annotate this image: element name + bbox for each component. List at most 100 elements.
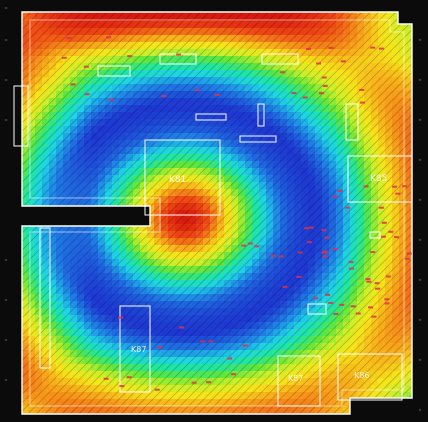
pad-mark [339,303,345,306]
pad-mark [378,206,384,209]
pad-mark [322,84,328,87]
mid-ic-b [239,135,277,143]
pad-mark [61,56,67,59]
pad-mark [176,53,182,56]
mid-bottom-ic [307,303,327,315]
pad-marks [61,36,412,391]
pad-mark [368,306,374,309]
label-k87: K87 [131,345,146,354]
board-inner-outline [29,19,405,407]
label-k86: K86 [354,371,369,380]
pad-mark [328,46,334,49]
k86-footprint [337,353,403,401]
k85-footprint [347,155,413,203]
left-strip [39,227,51,369]
pad-mark [371,315,377,318]
pad-mark [103,377,109,380]
pad-mark [333,312,339,315]
pad-mark [363,185,369,188]
pad-mark [302,96,308,99]
pad-mark [325,293,331,296]
small-ic [369,231,381,239]
pad-mark [208,340,214,343]
pad-mark [242,344,248,347]
left-strip2 [13,85,29,147]
pad-mark [332,195,338,198]
pad-mark [66,37,72,40]
pad-mark [348,267,354,270]
mid-ic-c [257,103,265,127]
pad-mark [322,255,328,258]
pad-mark [83,65,89,68]
top-right-ic [261,53,299,65]
pad-mark [381,221,387,224]
pad-mark [84,93,90,96]
pad-mark [365,278,371,281]
pad-mark [321,229,327,232]
label-k81: K81 [169,175,186,185]
pad-mark [355,312,361,315]
pad-mark [375,287,381,290]
pad-mark [214,93,220,96]
pad-mark [392,185,398,188]
board-outline [21,11,413,415]
corner-rivets [4,6,422,412]
pad-mark [106,36,111,39]
pad-mark [280,71,286,74]
pad-mark [321,76,327,79]
pad-mark [384,298,390,301]
pad-mark [278,255,284,258]
pad-mark [227,357,233,360]
pad-mark [296,275,302,278]
pad-mark [350,305,356,308]
pad-mark [194,89,200,92]
pad-mark [241,244,247,247]
pad-mark [370,46,376,49]
pad-mark [324,236,330,239]
pad-mark [394,236,399,239]
pad-mark [395,192,401,195]
pad-mark [270,254,276,257]
pad-mark [304,227,310,230]
pad-mark [316,62,322,65]
pad-mark [374,282,380,285]
pad-mark [328,301,334,304]
pad-mark [359,101,365,104]
pad-mark [306,241,312,244]
k87-footprint [119,305,151,393]
pad-mark [191,381,197,384]
pad-mark [366,280,372,283]
label-k85: K85 [370,174,387,184]
top-left-ic [97,65,131,77]
pad-mark [384,302,390,305]
pad-mark [359,88,365,91]
pad-mark [118,316,124,319]
pad-mark [282,285,288,288]
component-labels: K81 K85 K87 K87 K86 [131,174,387,383]
pad-mark [378,47,384,50]
pad-mark [306,48,311,50]
pad-mark [247,242,253,245]
pad-mark [345,206,351,209]
pad-mark [297,251,303,254]
pad-mark [291,92,297,95]
pad-mark [348,261,354,264]
pad-mark [332,248,338,250]
pad-mark [319,92,324,95]
pad-mark [200,340,206,343]
pad-mark [157,346,163,349]
pad-mark [308,226,314,229]
pad-mark [254,245,260,248]
pad-mark [340,60,346,63]
pad-mark [126,376,132,379]
k87b-footprint [277,355,321,407]
pad-mark [179,326,185,329]
right-ic [345,103,359,141]
pad-mark [406,252,412,255]
pad-mark [127,55,133,58]
pad-mark [108,98,114,101]
label-k87b: K87 [288,374,303,383]
pad-mark [385,275,391,278]
